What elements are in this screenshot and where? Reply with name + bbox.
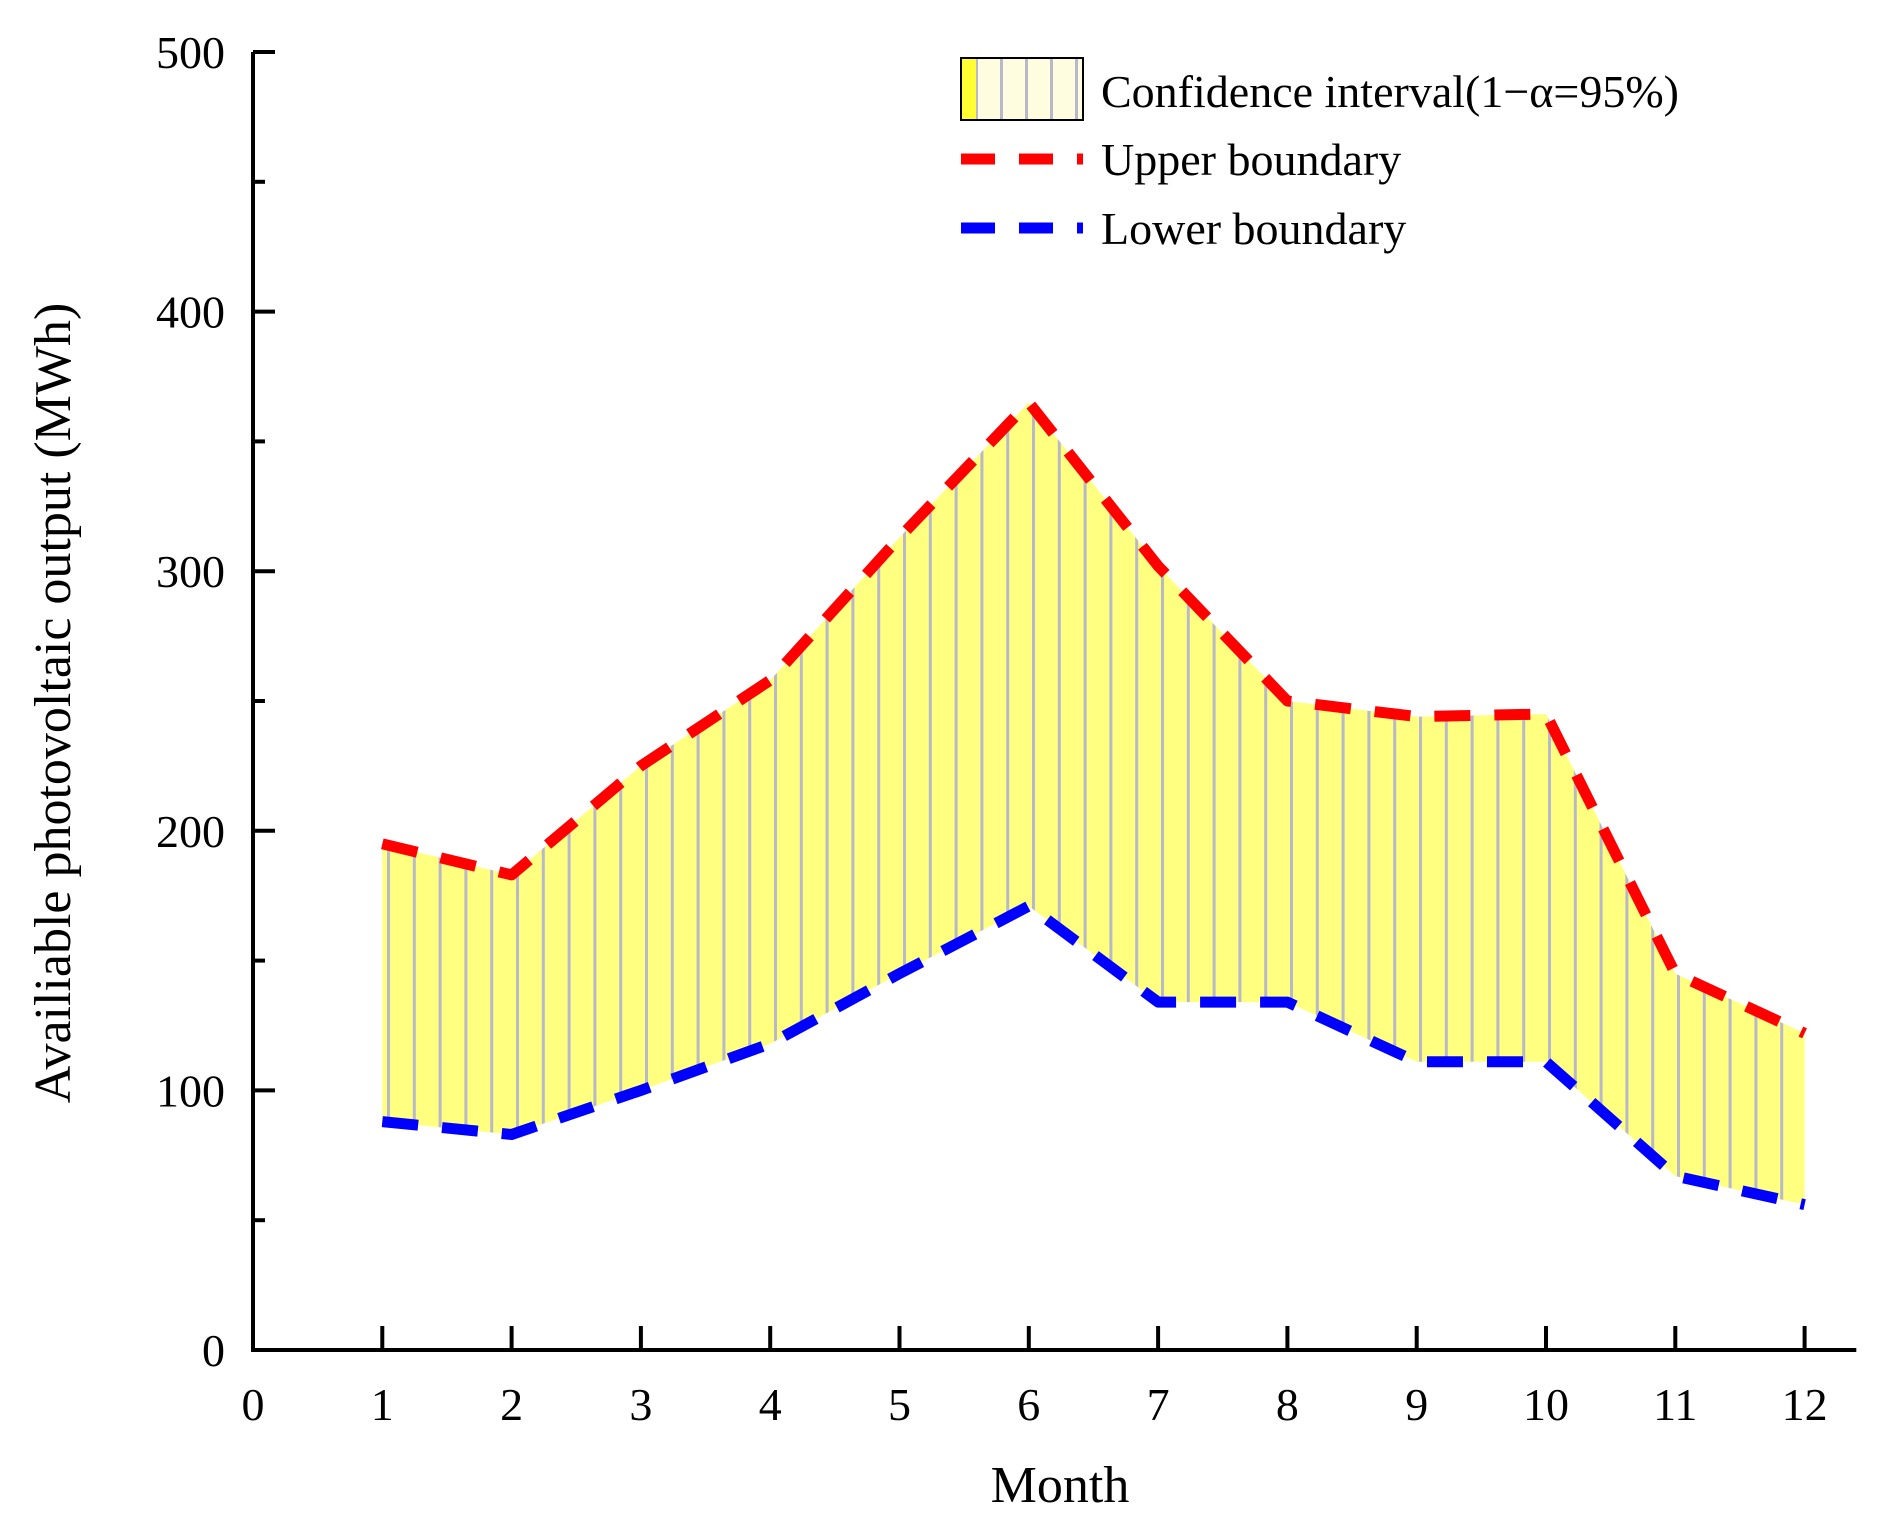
x-tick-label: 11 — [1653, 1379, 1697, 1430]
y-tick-label: 0 — [202, 1325, 225, 1376]
y-tick-label: 400 — [156, 287, 225, 338]
legend-label-band: Confidence interval(1−α=95%) — [1101, 66, 1679, 117]
x-tick-label: 0 — [242, 1379, 265, 1430]
x-tick-label: 2 — [500, 1379, 523, 1430]
confidence-band — [382, 402, 1805, 1205]
lower-boundary-line — [381, 900, 1806, 1210]
x-tick-label: 6 — [1017, 1379, 1040, 1430]
y-tick-label: 300 — [156, 546, 225, 597]
x-tick-label: 7 — [1147, 1379, 1170, 1430]
x-axis-title: Month — [991, 1457, 1130, 1514]
x-tick-label: 8 — [1276, 1379, 1299, 1430]
x-tick-label: 9 — [1405, 1379, 1428, 1430]
x-tick-label: 1 — [371, 1379, 394, 1430]
y-axis-title: Availiable photovoltaic output (MWh) — [25, 303, 82, 1104]
legend-swatch-band — [960, 57, 1084, 121]
y-tick-label: 100 — [156, 1065, 225, 1116]
y-tick-label: 200 — [156, 806, 225, 857]
x-tick-label: 4 — [759, 1379, 782, 1430]
legend: Confidence interval(1−α=95%) Upper bound… — [960, 57, 1679, 254]
x-tick-label: 10 — [1523, 1379, 1569, 1430]
legend-label-lower: Lower boundary — [1101, 203, 1406, 254]
y-tick-label: 500 — [156, 27, 225, 78]
upper-boundary-line — [381, 397, 1807, 1039]
plot-area — [381, 397, 1807, 1210]
legend-label-upper: Upper boundary — [1101, 134, 1401, 185]
x-tick-label: 12 — [1782, 1379, 1828, 1430]
x-tick-label: 5 — [888, 1379, 911, 1430]
x-tick-label: 3 — [629, 1379, 652, 1430]
legend-swatch-band-accent — [962, 59, 976, 119]
